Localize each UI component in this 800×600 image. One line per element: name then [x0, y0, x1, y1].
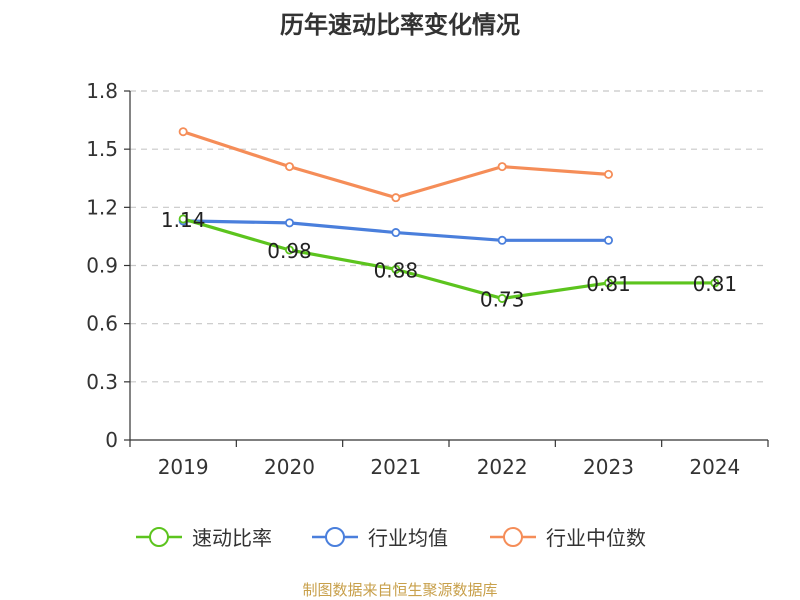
data-point	[178, 214, 188, 224]
legend-label: 行业中位数	[546, 526, 646, 550]
x-tick-label: 2024	[689, 455, 740, 479]
series-lines	[178, 127, 720, 303]
data-point	[284, 162, 294, 172]
legend-marker	[149, 527, 169, 547]
data-label: 0.73	[480, 287, 525, 311]
source-note: 制图数据来自恒生聚源数据库	[302, 581, 497, 599]
data-point	[604, 278, 614, 288]
axes	[124, 90, 769, 447]
data-point	[604, 169, 614, 179]
data-point	[391, 193, 401, 203]
data-point	[604, 235, 614, 245]
legend-label: 行业均值	[368, 526, 448, 550]
data-label: 0.81	[586, 272, 631, 296]
series-line-2	[182, 130, 609, 200]
series-line-0	[182, 217, 715, 301]
x-tick-label: 2020	[264, 455, 315, 479]
x-tick-label: 2019	[158, 455, 209, 479]
y-tick-label: 1.2	[86, 195, 118, 219]
chart-title: 历年速动比率变化情况	[280, 11, 520, 39]
y-tick-label: 0.9	[86, 254, 118, 278]
y-tick-label: 0	[105, 428, 118, 452]
legend-item-2[interactable]: 行业中位数	[490, 526, 646, 550]
legend[interactable]: 速动比率 行业均值 行业中位数	[136, 526, 646, 550]
y-tick-label: 0.3	[86, 370, 118, 394]
data-point	[178, 127, 188, 137]
data-point	[710, 278, 720, 288]
data-point	[284, 218, 294, 228]
data-point	[497, 162, 507, 172]
y-tick-label: 1.5	[86, 137, 118, 161]
data-point	[391, 228, 401, 238]
data-label: 0.81	[693, 272, 738, 296]
x-tick-label: 2021	[370, 455, 421, 479]
data-point	[391, 264, 401, 274]
data-label: 1.14	[161, 208, 206, 232]
y-tick-label: 1.8	[86, 79, 118, 103]
legend-label: 速动比率	[192, 526, 272, 550]
legend-item-0[interactable]: 速动比率	[136, 526, 272, 550]
data-labels: 1.14 0.98 0.88 0.73 0.81 0.81	[161, 208, 737, 311]
data-point	[497, 293, 507, 303]
x-tick-label: 2022	[477, 455, 528, 479]
x-tick-labels: 2019 2020 2021 2022 2023 2024	[158, 455, 741, 479]
data-label: 0.98	[267, 239, 312, 263]
data-label: 0.88	[374, 258, 419, 282]
x-tick-label: 2023	[583, 455, 634, 479]
y-tick-label: 0.6	[86, 312, 118, 336]
legend-item-1[interactable]: 行业均值	[312, 526, 448, 550]
grid-lines	[130, 90, 768, 383]
data-point	[497, 235, 507, 245]
y-tick-labels: 0 0.3 0.6 0.9 1.2 1.5 1.8	[86, 79, 118, 452]
legend-marker	[325, 527, 345, 547]
data-point	[284, 245, 294, 255]
legend-marker	[503, 527, 523, 547]
